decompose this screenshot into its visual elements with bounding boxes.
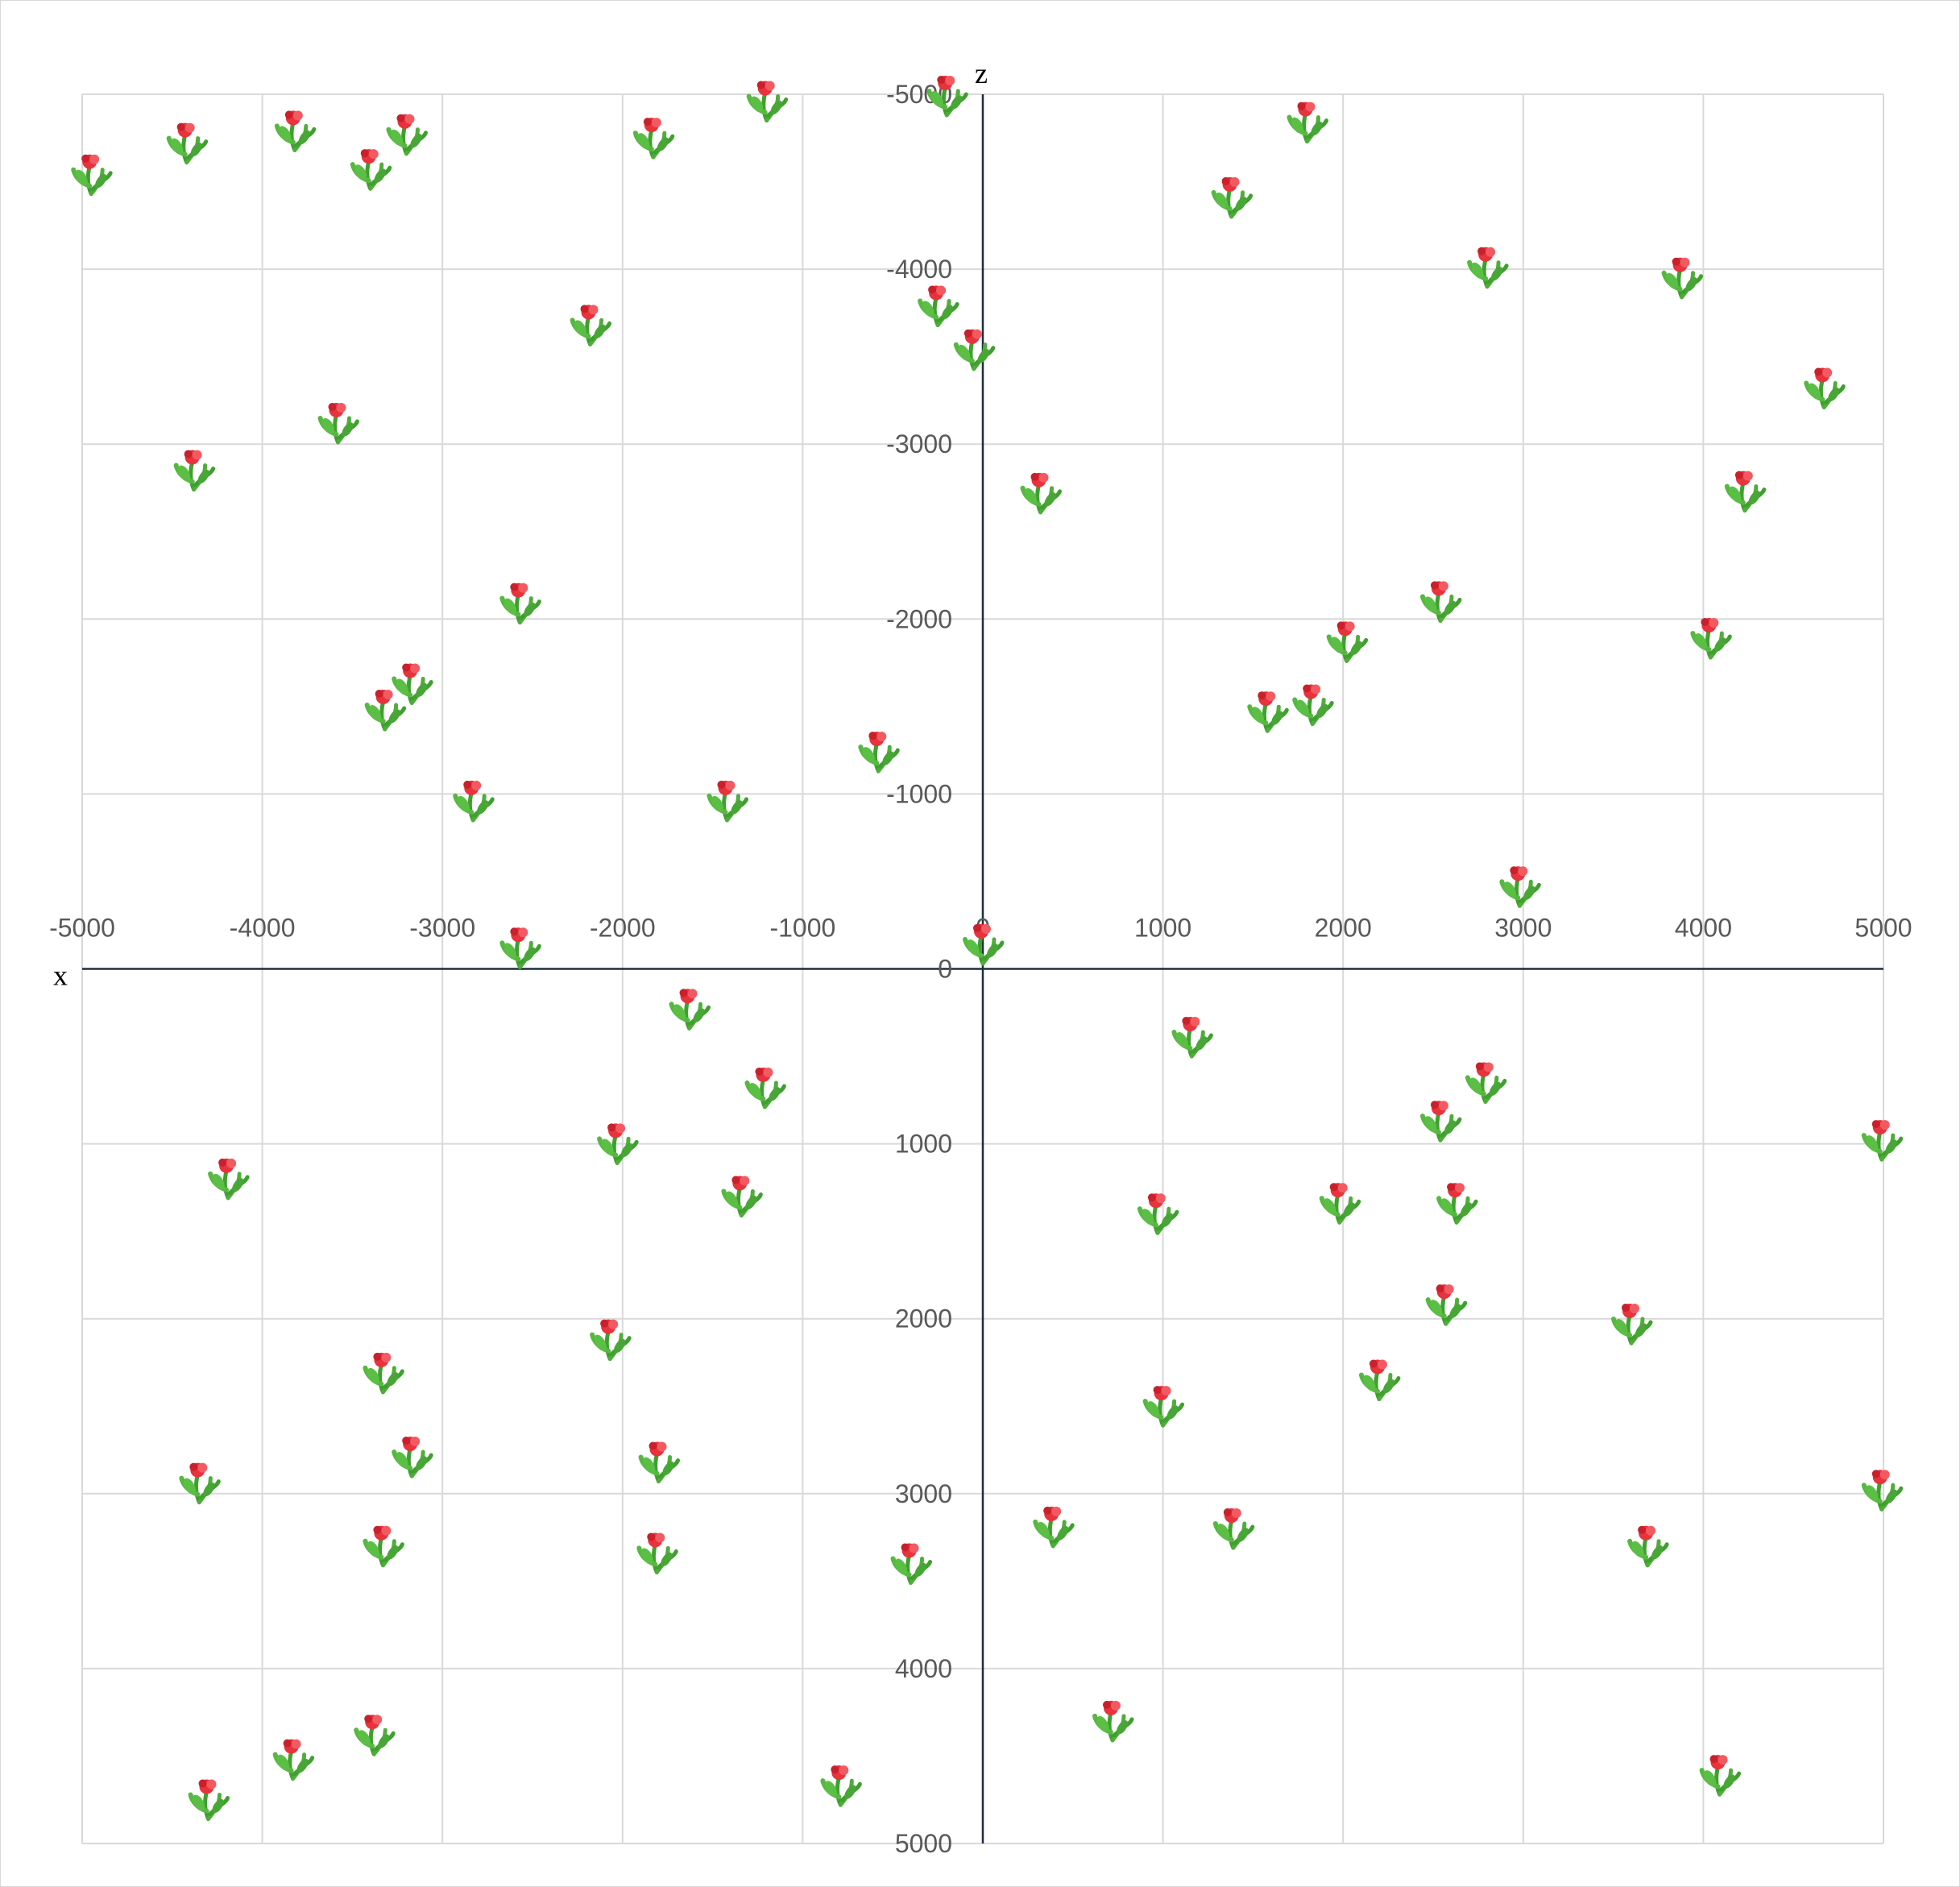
flower-icon	[1422, 581, 1460, 620]
flower-icon	[168, 123, 206, 163]
x-tick-label: 3000	[1494, 914, 1552, 943]
flower-icon	[393, 1437, 431, 1476]
z-tick-label: 0	[938, 955, 952, 984]
flower-icon	[1249, 691, 1287, 731]
flower-icon	[181, 1463, 219, 1503]
flower-icon	[635, 118, 673, 157]
flower-icon	[1422, 1101, 1460, 1140]
flower-icon	[1361, 1360, 1399, 1400]
x-axis-label: x	[53, 960, 68, 992]
flower-icon	[1726, 471, 1764, 511]
x-tick-label: -4000	[230, 914, 296, 943]
flower-icon	[1863, 1470, 1901, 1509]
flower-icon	[1863, 1120, 1901, 1159]
axes	[82, 94, 1883, 1843]
z-tick-label: 3000	[895, 1479, 952, 1508]
z-tick-label: -3000	[886, 429, 952, 458]
flower-icon	[388, 114, 426, 154]
z-tick-label: -1000	[886, 779, 952, 808]
flower-icon	[275, 1740, 313, 1779]
flower-icon	[502, 583, 540, 623]
flower-icon	[352, 149, 390, 189]
flower-icon	[1613, 1304, 1651, 1343]
flower-icon	[639, 1532, 677, 1572]
x-tick-label: 2000	[1315, 914, 1372, 943]
x-tick-label: -2000	[590, 914, 656, 943]
flower-icon	[1701, 1755, 1739, 1794]
flower-icon	[365, 1526, 403, 1566]
flower-icon	[1502, 866, 1539, 906]
flower-icon	[367, 690, 404, 729]
flower-icon	[1328, 621, 1366, 661]
tick-labels: -5000 -4000 -3000 -2000 -1000 0 1000 2000 3000 40…	[49, 80, 1912, 1858]
flower-icon	[748, 81, 786, 121]
flower-icon	[209, 1159, 247, 1198]
flower-icon	[1174, 1017, 1212, 1056]
z-tick-label: 5000	[895, 1829, 952, 1858]
flower-icon	[1289, 102, 1327, 142]
x-tick-label: 4000	[1675, 914, 1732, 943]
flower-icon	[1629, 1526, 1667, 1566]
flower-icon	[176, 450, 213, 490]
flower-icon	[502, 927, 540, 967]
flower-icon	[1438, 1183, 1476, 1222]
flower-icon	[860, 732, 898, 771]
flower-icon	[1467, 1062, 1505, 1101]
flower-icon	[823, 1765, 860, 1805]
flower-icon	[320, 403, 358, 442]
flower-icon	[276, 110, 314, 150]
flower-icon	[1693, 618, 1730, 657]
x-tick-label: 1000	[1134, 914, 1191, 943]
flower-icon	[73, 155, 110, 194]
flower-icon	[723, 1176, 761, 1216]
x-tick-label: -3000	[409, 914, 475, 943]
flower-icon	[572, 305, 610, 344]
flower-icon	[709, 781, 747, 820]
z-axis-label: z	[975, 57, 988, 89]
flower-icon	[1806, 368, 1844, 408]
flower-icon	[1215, 1508, 1253, 1548]
flower-icon	[1139, 1193, 1177, 1233]
flower-icon	[1294, 685, 1332, 724]
flower-icon	[1469, 247, 1506, 287]
flower-icon	[356, 1715, 394, 1754]
z-tick-label: 4000	[895, 1654, 952, 1683]
flower-icon	[671, 989, 709, 1028]
flower-icon	[640, 1442, 678, 1482]
data-points	[73, 76, 1900, 1819]
flower-icon	[1213, 177, 1251, 217]
z-tick-label: -4000	[886, 255, 952, 284]
flower-icon	[893, 1543, 930, 1582]
flower-icon	[591, 1320, 629, 1359]
flower-icon	[747, 1068, 785, 1107]
x-tick-label: 5000	[1854, 914, 1912, 943]
flower-icon	[365, 1353, 403, 1392]
flower-icon	[1022, 473, 1060, 512]
flower-icon	[955, 330, 993, 369]
flower-icon	[190, 1780, 228, 1819]
flower-icon	[393, 663, 431, 703]
flower-icon	[1664, 258, 1701, 297]
z-tick-label: -2000	[886, 604, 952, 633]
x-tick-label: -1000	[769, 914, 835, 943]
z-tick-label: 1000	[895, 1130, 952, 1159]
flower-icon	[1321, 1183, 1359, 1222]
flower-icon	[1035, 1507, 1073, 1546]
flower-icon	[1094, 1701, 1132, 1740]
flower-icon	[455, 781, 493, 820]
flower-icon	[919, 286, 957, 326]
z-tick-label: 2000	[895, 1304, 952, 1333]
x-tick-label: -5000	[49, 914, 115, 943]
